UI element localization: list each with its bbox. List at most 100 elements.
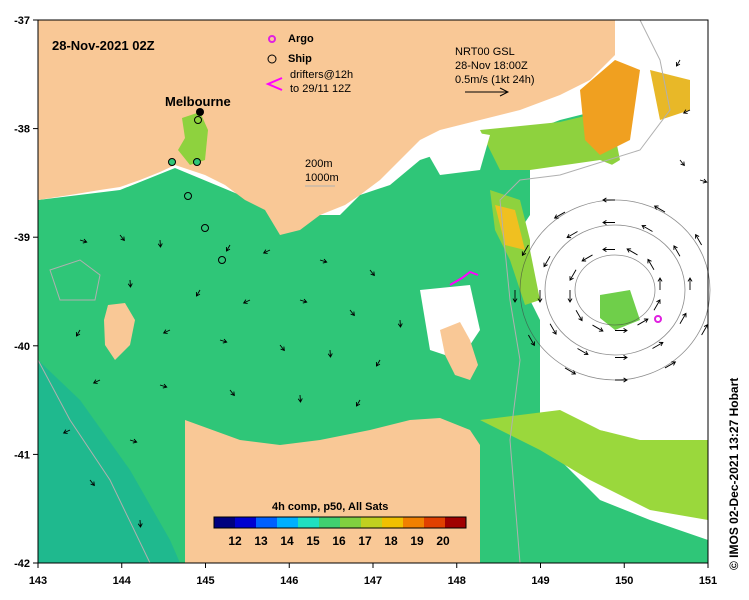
x-tick-label: 145 <box>196 575 214 587</box>
current-arrow <box>537 290 543 303</box>
port-phillip-bay <box>178 112 208 165</box>
current-arrow <box>652 341 664 349</box>
x-tick-label: 149 <box>531 575 549 587</box>
sst-hot-patch <box>495 205 525 250</box>
colorbar-tick-label: 13 <box>254 534 268 548</box>
ship-marker <box>194 116 202 124</box>
current-arrow <box>521 244 529 257</box>
y-tick-label: -39 <box>14 232 30 244</box>
current-arrow <box>89 479 95 487</box>
current-arrow <box>553 211 566 219</box>
current-arrow <box>615 328 628 333</box>
x-tick-label: 147 <box>364 575 382 587</box>
current-info-line2: 28-Nov 18:00Z <box>455 60 528 72</box>
sst-hot-patch <box>650 70 690 120</box>
colorbar-swatch <box>214 517 236 528</box>
ship-marker <box>201 224 209 232</box>
ship-marker <box>193 158 201 166</box>
colorbar-swatch <box>424 517 446 528</box>
current-arrow <box>641 225 653 232</box>
current-arrow <box>664 361 677 369</box>
current-arrow <box>137 519 143 528</box>
ship-markers <box>168 116 226 264</box>
sst-cool-region <box>38 360 180 563</box>
current-arrow <box>653 205 666 213</box>
sst-warm-patch <box>480 410 708 520</box>
current-arrow <box>127 279 133 288</box>
x-tick-label: 143 <box>29 575 47 587</box>
current-arrow <box>319 258 328 264</box>
melbourne-marker <box>196 108 204 116</box>
colorbar-tick-label: 20 <box>436 534 450 548</box>
current-arrow <box>673 245 681 257</box>
current-arrow <box>647 258 655 270</box>
current-arrow <box>549 323 557 335</box>
current-arrow <box>626 248 638 256</box>
colorbar-swatch <box>277 517 299 528</box>
land-king-island <box>104 303 135 360</box>
current-info-line1: NRT00 GSL <box>455 46 515 58</box>
current-arrow <box>602 247 615 252</box>
ship-marker <box>184 192 192 200</box>
colorbar-swatch <box>235 517 257 528</box>
colorbar-title: 4h comp, p50, All Sats <box>272 501 388 513</box>
argo-float-marker <box>654 315 662 323</box>
land-flinders-island <box>440 322 478 380</box>
current-arrow <box>679 312 687 324</box>
current-arrow <box>219 338 228 344</box>
current-arrow <box>602 220 615 225</box>
current-arrow <box>297 394 303 403</box>
x-tick-label: 146 <box>280 575 298 587</box>
place-label-melbourne: Melbourne <box>165 94 231 109</box>
isobaths <box>37 19 671 564</box>
colorbar-swatch <box>340 517 362 528</box>
map-title: 28-Nov-2021 02Z <box>52 38 155 53</box>
colorbar-tick-label: 12 <box>228 534 242 548</box>
colorbar-swatch <box>298 517 320 528</box>
current-arrow <box>225 244 231 252</box>
current-arrow <box>195 289 201 297</box>
current-arrow <box>564 367 577 375</box>
y-tick-label: -42 <box>14 558 30 570</box>
current-arrow <box>528 334 535 347</box>
ship-legend-icon <box>267 54 277 64</box>
current-arrow <box>157 239 163 248</box>
current-arrow <box>327 349 333 358</box>
current-arrow <box>279 344 285 352</box>
y-axis-ticks: -37 -38 -39 -40 -41 -42 <box>14 15 38 570</box>
current-arrow <box>229 389 235 397</box>
isobath-label-1000m: 1000m <box>305 172 339 184</box>
current-arrow <box>299 298 308 304</box>
current-arrow <box>577 348 589 355</box>
y-tick-label: -37 <box>14 15 30 27</box>
current-arrow <box>637 318 649 326</box>
sst-hot-patch <box>580 60 640 155</box>
current-arrow <box>569 269 577 281</box>
current-arrow <box>62 429 71 434</box>
current-arrow <box>369 269 375 277</box>
drifter-legend-label-2: to 29/11 12Z <box>290 83 351 95</box>
current-arrow <box>592 324 604 332</box>
current-arrow <box>615 377 628 383</box>
current-arrow <box>79 238 88 244</box>
current-arrow <box>119 234 125 242</box>
current-arrow <box>349 309 355 317</box>
credit-text: © IMOS 02-Dec-2021 13:27 Hobart <box>727 378 741 570</box>
drifter-legend-label-1: drifters@12h <box>290 69 353 81</box>
current-arrow <box>653 299 661 311</box>
colorbar-swatch <box>361 517 383 528</box>
colorbar-swatch <box>256 517 278 528</box>
current-arrow <box>687 277 693 290</box>
x-tick-label: 144 <box>113 575 132 587</box>
current-arrow <box>699 178 708 184</box>
current-arrow <box>355 399 361 407</box>
colorbar-tick-label: 15 <box>306 534 320 548</box>
land-mainland <box>38 20 615 235</box>
argo-legend-label: Argo <box>288 33 314 45</box>
current-arrow <box>375 359 381 367</box>
colorbar-tick-label: 18 <box>384 534 398 548</box>
y-tick-label: -40 <box>14 341 30 353</box>
current-arrow <box>162 329 171 334</box>
current-arrow <box>615 355 628 360</box>
